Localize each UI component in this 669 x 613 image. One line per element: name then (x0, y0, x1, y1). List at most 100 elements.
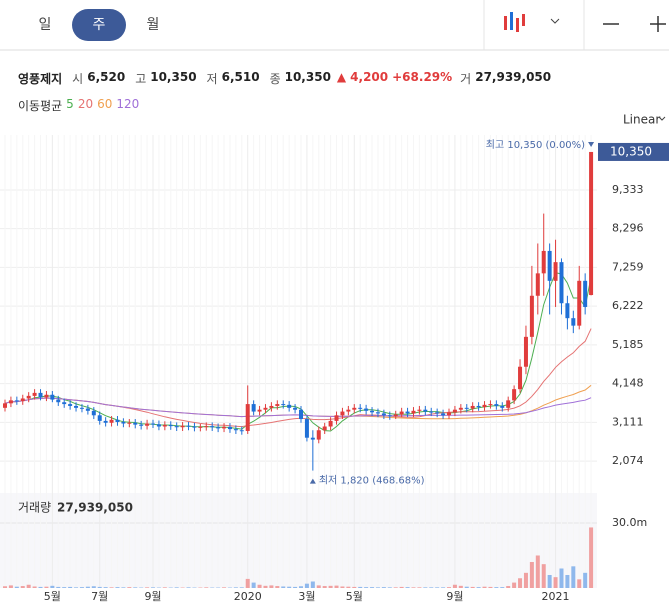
candle-body (257, 409, 262, 412)
change-rate: +68.29% (392, 70, 453, 84)
quote-label: 저 (206, 72, 218, 86)
volume-bar (316, 585, 321, 588)
volume-bar (328, 585, 333, 588)
candle-body (571, 318, 576, 326)
candle-body (583, 280, 588, 307)
candle-body (162, 425, 167, 427)
volume-bar (381, 587, 386, 588)
y-tick-label: 4,148 (612, 377, 644, 390)
volume-bar (79, 587, 84, 588)
quote-header: 영풍제지 시 6,520 고 10,350 저 6,510 종 10,350 ▲ 4,200 +68… (18, 70, 551, 87)
y-tick-label: 9,333 (612, 183, 644, 196)
candle-body (74, 405, 79, 408)
volume-bar (393, 587, 398, 588)
candle-body (299, 409, 303, 420)
volume-bar (565, 574, 570, 588)
candle-body (3, 403, 7, 408)
candle-body (192, 426, 197, 428)
candle-body (44, 394, 49, 398)
candle-body (553, 262, 558, 281)
volume-bar (44, 586, 49, 588)
last-price-box (598, 142, 669, 161)
volume-total: 27,939,050 (57, 501, 133, 515)
candle-body (263, 407, 268, 410)
grid (0, 135, 597, 588)
candle-body (322, 426, 327, 431)
volume-bar (346, 586, 351, 588)
candle-body (464, 407, 469, 409)
volume-bar (470, 586, 475, 588)
candle-body (121, 422, 126, 424)
volume-bar (293, 586, 298, 588)
candle-body (535, 273, 540, 296)
scale-toggle[interactable]: Linear (623, 113, 660, 127)
tab[interactable]: 일 (38, 17, 52, 33)
volume-bar (91, 586, 96, 588)
x-tick-label: 2021 (542, 590, 570, 603)
volume-bar (233, 587, 238, 588)
volume-bar (512, 582, 517, 588)
volume-bar (287, 586, 292, 588)
candle-body (8, 400, 13, 404)
low-annotation: 최저 1,820 (468.68%) (319, 475, 425, 487)
volume-bar (269, 585, 274, 588)
volume-bar (417, 587, 422, 588)
volume-bar (358, 586, 363, 588)
candle-body (447, 412, 451, 416)
volume-bar (441, 587, 446, 588)
volume-bar (151, 587, 155, 588)
candle-body (293, 407, 298, 410)
volume-bar (275, 586, 280, 588)
volume-bar (68, 586, 73, 588)
ma-legend: 이동평균 5 20 60 120 (18, 97, 139, 114)
candle-body (14, 400, 19, 402)
last-price-label: 10,350 (610, 144, 652, 158)
candle-body (26, 395, 31, 399)
volume-bar (281, 586, 286, 588)
candle-body (156, 424, 161, 427)
volume-bar (589, 527, 594, 588)
volume-bar (452, 584, 457, 588)
candle-body (518, 366, 523, 390)
candle-body (452, 409, 457, 413)
zoom-in[interactable] (650, 16, 666, 32)
candle-body (216, 427, 221, 429)
candle-icon[interactable] (504, 12, 525, 32)
candle-body (115, 419, 120, 423)
candle-body (50, 394, 55, 400)
chevron[interactable] (550, 18, 560, 24)
volume-bar (20, 586, 25, 588)
volume-bar (299, 586, 303, 588)
volume-bar (103, 587, 108, 588)
candle-body (210, 426, 215, 428)
tab[interactable]: 주 (72, 9, 126, 41)
quote-value: 10,350 (284, 70, 331, 84)
candle-body (109, 419, 114, 423)
volume-bar (547, 574, 552, 588)
candle-body (589, 151, 594, 296)
volume-bar (50, 585, 55, 588)
candle-body (364, 408, 369, 411)
volume-bar (523, 572, 528, 588)
volume-bar (541, 564, 546, 588)
y-tick-label: 7,259 (612, 260, 644, 273)
candle-body (133, 422, 138, 425)
volume-bar (494, 587, 499, 588)
candle-body (482, 404, 487, 408)
y-tick-label: 8,296 (612, 222, 644, 235)
volume-bar (500, 587, 505, 588)
candle-body (91, 410, 96, 416)
volume-bar (334, 585, 339, 588)
tab[interactable]: 월 (146, 17, 160, 33)
volume-bar (239, 587, 244, 588)
volume-bar (257, 584, 262, 588)
candle-body (180, 425, 185, 428)
candle-body (68, 404, 73, 406)
candle-body (334, 415, 339, 421)
candle-body (488, 404, 493, 406)
candle-body (577, 280, 582, 326)
candle-body (32, 392, 37, 396)
candle-body (494, 404, 499, 406)
volume-bar (506, 586, 511, 588)
axes: 2,074 3,111 4,148 5,185 6,222 7,259 8,296 9,333… (18, 139, 669, 603)
